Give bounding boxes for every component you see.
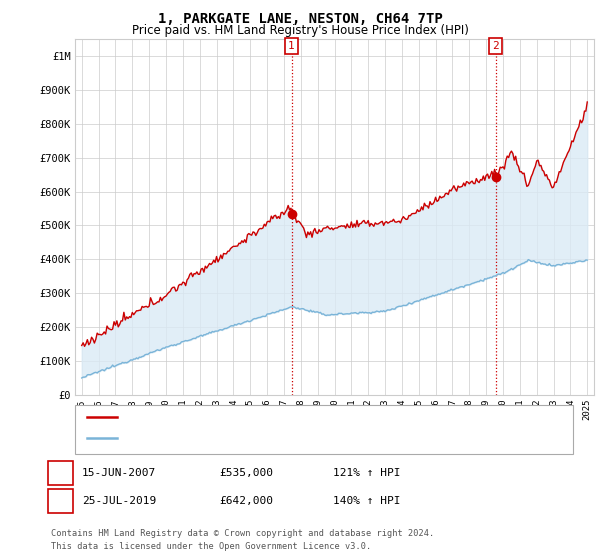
Text: 121% ↑ HPI: 121% ↑ HPI bbox=[333, 468, 401, 478]
Text: 1: 1 bbox=[57, 466, 64, 480]
Text: HPI: Average price, detached house, Wirral: HPI: Average price, detached house, Wirr… bbox=[123, 433, 386, 442]
Text: 2: 2 bbox=[492, 41, 499, 51]
Text: 15-JUN-2007: 15-JUN-2007 bbox=[82, 468, 157, 478]
Text: 1, PARKGATE LANE, NESTON, CH64 7TP (detached house): 1, PARKGATE LANE, NESTON, CH64 7TP (deta… bbox=[123, 412, 442, 422]
Text: £642,000: £642,000 bbox=[219, 496, 273, 506]
Text: 25-JUL-2019: 25-JUL-2019 bbox=[82, 496, 157, 506]
Text: £535,000: £535,000 bbox=[219, 468, 273, 478]
Text: Price paid vs. HM Land Registry's House Price Index (HPI): Price paid vs. HM Land Registry's House … bbox=[131, 24, 469, 37]
Text: 2: 2 bbox=[57, 494, 64, 508]
Text: 1: 1 bbox=[288, 41, 295, 51]
Text: 140% ↑ HPI: 140% ↑ HPI bbox=[333, 496, 401, 506]
Text: Contains HM Land Registry data © Crown copyright and database right 2024.
This d: Contains HM Land Registry data © Crown c… bbox=[51, 529, 434, 550]
Text: 1, PARKGATE LANE, NESTON, CH64 7TP: 1, PARKGATE LANE, NESTON, CH64 7TP bbox=[158, 12, 442, 26]
